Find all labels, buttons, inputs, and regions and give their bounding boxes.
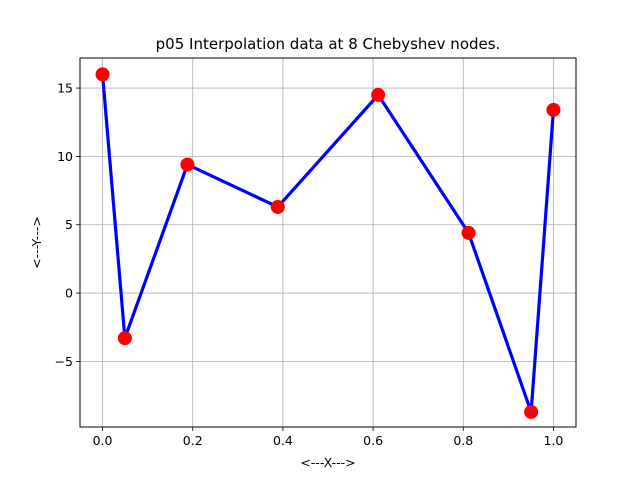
y-tick-label: 10 — [57, 149, 73, 164]
series-line — [100, 74, 556, 414]
y-tick-label: 5 — [65, 217, 73, 232]
data-point — [461, 225, 476, 240]
y-tick-label: 15 — [57, 81, 73, 96]
y-tick-label: −5 — [55, 354, 73, 369]
grid — [80, 58, 576, 427]
data-point — [524, 404, 539, 419]
x-tick-label: 0.4 — [273, 433, 293, 448]
x-tick-label: 0.6 — [363, 433, 383, 448]
data-point — [546, 102, 561, 117]
plot-frame — [79, 57, 577, 428]
x-tick-label: 0.8 — [453, 433, 473, 448]
data-point — [371, 87, 386, 102]
chart-title: p05 Interpolation data at 8 Chebyshev no… — [156, 35, 501, 53]
y-axis-label: <---Y---> — [29, 216, 44, 269]
x-tick-label: 1.0 — [544, 433, 564, 448]
x-axis-label: <---X---> — [300, 455, 355, 470]
data-point — [270, 199, 285, 214]
data-point — [117, 331, 132, 346]
data-point — [95, 67, 110, 82]
series-layer — [95, 67, 561, 419]
x-tick-label: 0.0 — [93, 433, 113, 448]
ticks: 0.0 0.2 0.4 0.6 0.8 1.0 −5 0 5 10 15 — [55, 81, 564, 448]
x-tick-label: 0.2 — [183, 433, 203, 448]
y-tick-label: 0 — [65, 286, 73, 301]
data-point — [180, 157, 195, 172]
